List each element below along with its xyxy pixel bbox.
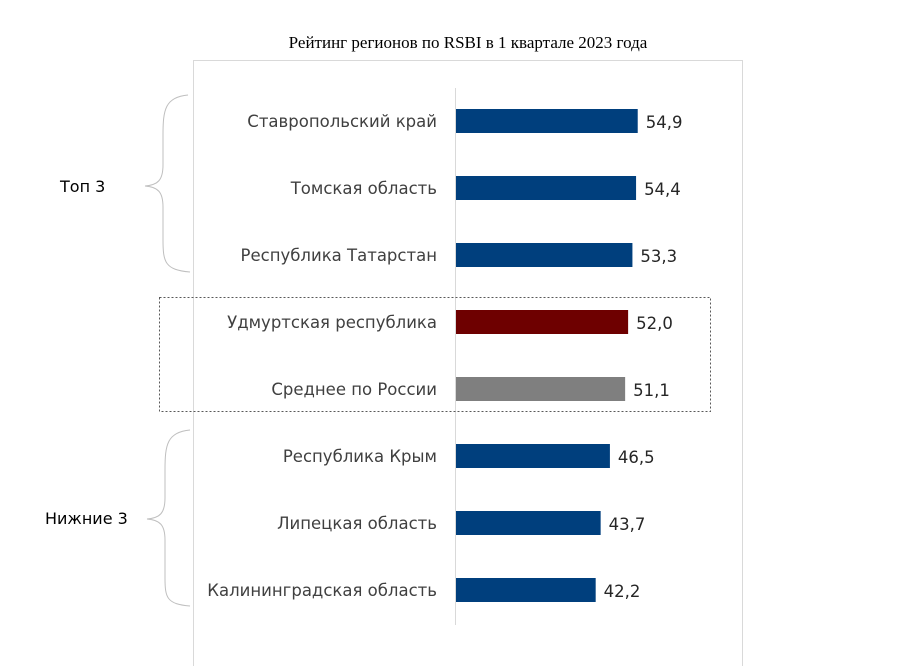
value-label: 46,5	[618, 448, 655, 467]
highlight-box	[159, 297, 711, 412]
value-label: 43,7	[609, 515, 646, 534]
group-label-bottom3: Нижние 3	[45, 509, 128, 528]
bar	[456, 578, 596, 602]
bar	[456, 511, 601, 535]
category-label: Томская область	[290, 179, 437, 198]
value-label: 54,9	[646, 113, 683, 132]
value-label: 51,1	[633, 381, 670, 400]
value-label: 52,0	[636, 314, 673, 333]
bar	[456, 243, 633, 267]
bar	[456, 377, 626, 401]
bar	[456, 109, 638, 133]
group-label-top3: Топ 3	[59, 177, 105, 196]
top-group-brace	[144, 94, 191, 273]
category-label: Ставропольский край	[247, 112, 437, 131]
category-label: Республика Крым	[283, 447, 437, 466]
chart-title: Рейтинг регионов по RSBI в 1 квартале 20…	[289, 33, 648, 52]
category-label: Среднее по России	[271, 380, 437, 399]
bottom-group-brace	[146, 429, 191, 607]
category-label: Удмуртская республика	[227, 313, 437, 332]
category-label: Липецкая область	[277, 514, 437, 533]
value-label: 42,2	[604, 582, 641, 601]
bar	[456, 310, 629, 334]
plot-frame	[193, 60, 743, 666]
category-label: Калининградская область	[207, 581, 437, 600]
bar	[456, 444, 610, 468]
category-label: Республика Татарстан	[241, 246, 437, 265]
bar	[456, 176, 637, 200]
value-label: 54,4	[644, 180, 681, 199]
value-label: 53,3	[640, 247, 677, 266]
